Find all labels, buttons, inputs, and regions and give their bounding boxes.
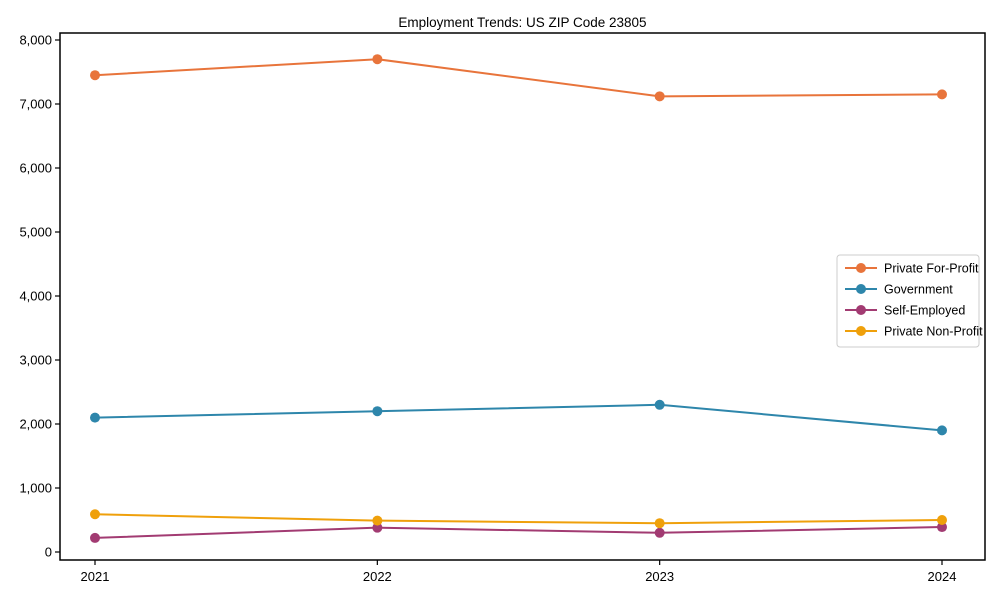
series-marker-private-for-profit bbox=[654, 91, 665, 102]
x-tick-label: 2023 bbox=[645, 569, 674, 584]
y-tick-label: 6,000 bbox=[19, 161, 52, 176]
legend-label-self-employed: Self-Employed bbox=[884, 304, 965, 318]
y-tick-label: 1,000 bbox=[19, 481, 52, 496]
series-marker-self-employed bbox=[90, 532, 100, 543]
series-marker-self-employed bbox=[937, 522, 947, 533]
y-axis: 0 1,000 2,000 3,000 4,000 5,000 6,000 7,000 8,00… bbox=[19, 33, 60, 560]
series-marker-government bbox=[654, 399, 665, 410]
legend-marker-private-for-profit bbox=[856, 263, 866, 273]
chart-title: Employment Trends: US ZIP Code 23805 bbox=[398, 15, 646, 30]
series-marker-private-for-profit bbox=[937, 89, 947, 100]
series-line-self-employed bbox=[94, 526, 943, 539]
series-marker-government bbox=[372, 406, 383, 417]
y-tick-label: 8,000 bbox=[19, 33, 52, 48]
series-marker-government bbox=[937, 425, 947, 436]
x-tick-label: 2021 bbox=[81, 569, 110, 584]
series-marker-private-non-profit bbox=[937, 515, 947, 525]
series-line-government bbox=[94, 403, 943, 432]
x-tick-label: 2022 bbox=[363, 569, 392, 584]
series-marker-private-non-profit bbox=[372, 515, 383, 526]
legend-frame bbox=[836, 254, 980, 348]
y-tick-label: 2,000 bbox=[19, 417, 52, 432]
y-tick-label: 3,000 bbox=[19, 353, 52, 368]
series-marker-self-employed bbox=[654, 527, 665, 538]
legend: Private For-Profit Government Self-Employe… bbox=[836, 254, 983, 348]
y-tick-label: 0 bbox=[45, 545, 52, 560]
y-tick-label: 7,000 bbox=[19, 97, 52, 112]
series-marker-government bbox=[90, 412, 100, 423]
legend-marker-self-employed bbox=[856, 305, 866, 315]
legend-label-private-non-profit: Private Non-Profit bbox=[884, 325, 983, 339]
series-marker-self-employed bbox=[372, 522, 383, 533]
series-marker-private-non-profit bbox=[654, 518, 665, 529]
series-line-private-for-profit bbox=[94, 58, 943, 98]
series-line-private-non-profit bbox=[94, 513, 943, 525]
x-axis: 2021 2022 2023 2024 bbox=[81, 560, 957, 584]
series-marker-private-for-profit bbox=[372, 54, 383, 65]
legend-marker-private-non-profit bbox=[856, 326, 866, 336]
x-tick-label: 2024 bbox=[928, 569, 957, 584]
y-tick-label: 4,000 bbox=[19, 289, 52, 304]
plot-series bbox=[90, 54, 947, 543]
legend-label-government: Government bbox=[884, 283, 953, 297]
series-marker-private-non-profit bbox=[90, 509, 100, 520]
legend-label-private-for-profit: Private For-Profit bbox=[884, 262, 979, 276]
y-tick-label: 5,000 bbox=[19, 225, 52, 240]
legend-marker-government bbox=[856, 284, 866, 294]
series-marker-private-for-profit bbox=[90, 70, 100, 81]
